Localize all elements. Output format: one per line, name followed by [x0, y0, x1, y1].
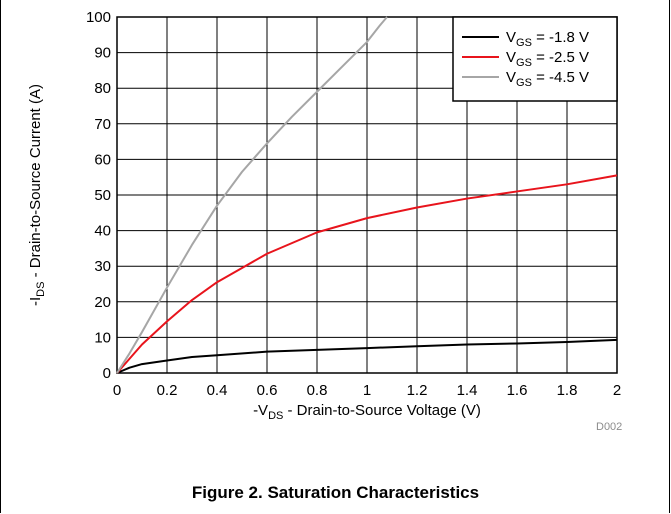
x-tick-label: 1.2 — [407, 382, 428, 399]
y-tick-label: 100 — [86, 9, 111, 26]
figure-caption: Figure 2. Saturation Characteristics — [191, 483, 480, 502]
x-tick-label: 0.2 — [157, 382, 178, 399]
x-tick-label: 1.6 — [507, 382, 528, 399]
x-tick-label: 0.4 — [207, 382, 228, 399]
plot-area — [116, 16, 618, 374]
x-tick-label: 1.8 — [557, 382, 578, 399]
series-line-2 — [116, 174, 618, 374]
x-axis-title: -VDS - Drain-to-Source Voltage (V) — [253, 402, 481, 422]
y-tick-label: 50 — [94, 187, 111, 204]
y-tick-label: 0 — [103, 365, 111, 382]
x-tick-label: 0.8 — [307, 382, 328, 399]
y-tick-labels: 0 10 20 30 40 50 60 70 80 90 100 — [86, 9, 111, 382]
x-tick-label: 2 — [613, 382, 621, 399]
y-tick-label: 40 — [94, 223, 111, 240]
series-line-1 — [116, 338, 618, 374]
x-tick-labels: 0 0.2 0.4 0.6 0.8 1 1.2 1.4 1.6 1.8 2 — [113, 382, 621, 399]
legend-box — [452, 16, 618, 102]
chart-series — [116, 16, 618, 374]
y-tick-label: 90 — [94, 45, 111, 62]
document-id: D002 — [596, 421, 623, 433]
y-tick-label: 20 — [94, 294, 111, 311]
saturation-chart: 0 0.2 0.4 0.6 0.8 1 1.2 1.4 1.6 1.8 2 0 10 20 30 40 50 6… — [27, 9, 621, 422]
y-tick-label: 70 — [94, 116, 111, 133]
plot-border — [116, 16, 618, 374]
y-tick-label: 10 — [94, 329, 111, 346]
y-tick-label: 60 — [94, 151, 111, 168]
x-tick-label: 0 — [113, 382, 121, 399]
y-axis-title: -IDS - Drain-to-Source Current (A) — [27, 84, 47, 306]
series-line-3 — [116, 16, 388, 374]
y-tick-label: 80 — [94, 80, 111, 97]
legend-entry-label: VGS = -4.5 V — [506, 69, 589, 89]
x-tick-label: 1.4 — [457, 382, 478, 399]
x-tick-label: 0.6 — [257, 382, 278, 399]
legend-entry-label: VGS = -1.8 V — [506, 29, 589, 49]
x-tick-label: 1 — [363, 382, 371, 399]
legend-entry-label: VGS = -2.5 V — [506, 49, 589, 69]
y-tick-label: 30 — [94, 258, 111, 275]
